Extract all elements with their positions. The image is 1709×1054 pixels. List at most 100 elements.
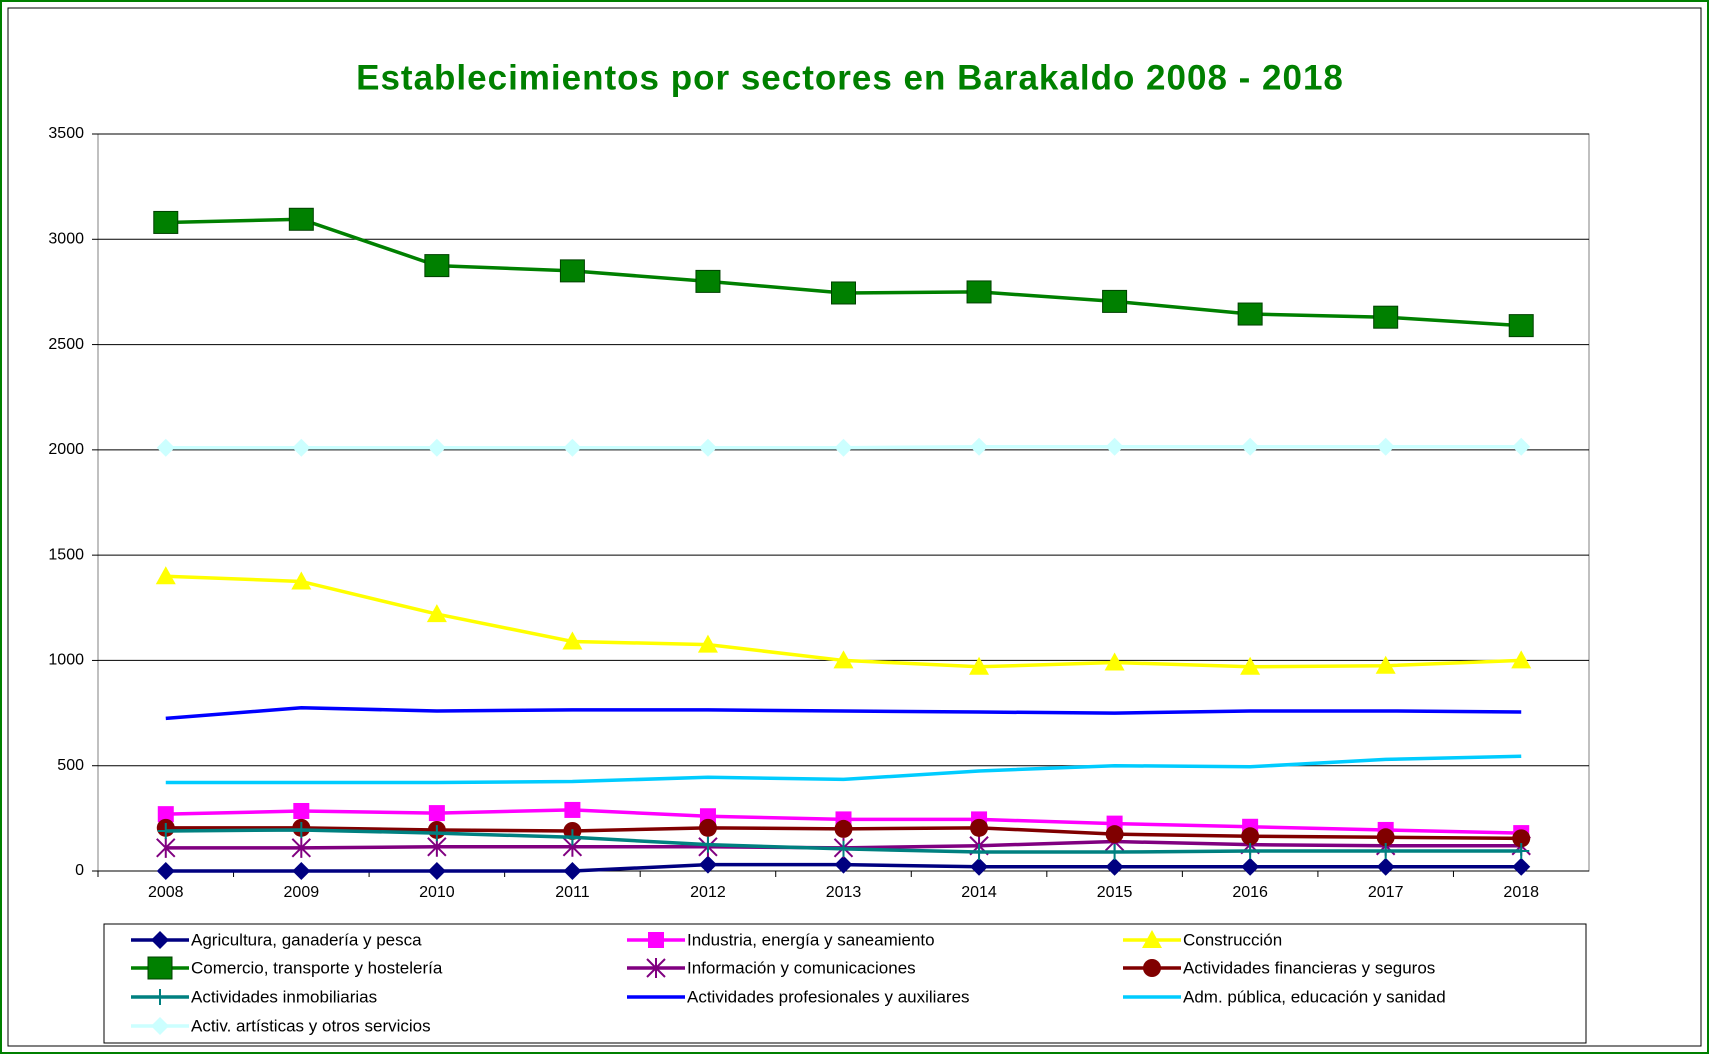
marker (151, 1017, 169, 1035)
marker (835, 840, 852, 857)
marker (1241, 437, 1260, 456)
x-tick-label: 2009 (284, 884, 320, 901)
marker (155, 566, 176, 585)
y-tick-label: 1500 (48, 546, 84, 563)
marker (970, 437, 989, 456)
marker (646, 958, 666, 978)
marker (1512, 829, 1531, 848)
legend-label: Actividades financieras y seguros (1183, 958, 1435, 977)
y-tick-label: 500 (57, 757, 84, 774)
marker (147, 956, 173, 980)
x-tick-label: 2013 (826, 884, 862, 901)
marker (1377, 842, 1394, 859)
marker (1105, 825, 1124, 844)
legend-label: Comercio, transporte y hostelería (191, 958, 443, 977)
marker (1241, 857, 1260, 876)
marker (563, 438, 582, 457)
marker (831, 281, 856, 305)
marker (1143, 959, 1161, 977)
marker (1102, 289, 1128, 313)
marker (1376, 828, 1395, 847)
marker (1237, 302, 1263, 326)
marker (698, 855, 717, 874)
marker (428, 805, 445, 822)
marker (428, 825, 445, 842)
legend-label: Adm. pública, educación y sanidad (1183, 987, 1446, 1006)
x-tick-label: 2011 (555, 884, 590, 901)
marker (834, 438, 853, 457)
series-line (165, 706, 1522, 721)
marker (1373, 305, 1399, 329)
y-tick-label: 0 (75, 862, 84, 879)
marker (156, 438, 175, 457)
marker (293, 821, 310, 838)
marker (966, 280, 992, 304)
marker (293, 802, 310, 819)
legend-label: Industria, energía y saneamiento (687, 930, 935, 949)
marker (424, 254, 450, 278)
legend-label: Información y comunicaciones (687, 958, 916, 977)
marker (1513, 842, 1530, 859)
marker (1105, 857, 1124, 876)
y-tick-label: 2000 (48, 441, 84, 458)
marker (1376, 857, 1395, 876)
marker (695, 269, 721, 293)
marker (834, 855, 853, 874)
y-tick-label: 1000 (48, 652, 84, 669)
marker (291, 571, 312, 590)
marker (833, 650, 854, 669)
marker (1105, 437, 1124, 456)
legend-label: Activ. artísticas y otros servicios (191, 1016, 431, 1035)
marker (151, 931, 169, 949)
y-tick-label: 2500 (48, 336, 84, 353)
marker (1242, 842, 1259, 859)
marker (1106, 844, 1123, 861)
marker (427, 862, 446, 880)
legend-label: Actividades inmobiliarias (191, 987, 377, 1006)
marker (1508, 314, 1534, 338)
marker (1375, 655, 1396, 674)
legend-box (103, 923, 1587, 1044)
x-tick-label: 2018 (1503, 884, 1539, 901)
marker (834, 819, 853, 838)
marker (559, 259, 585, 283)
marker (564, 801, 581, 818)
marker (157, 806, 174, 823)
marker (970, 857, 989, 876)
x-tick-label: 2017 (1368, 884, 1404, 901)
marker (563, 862, 582, 880)
marker (291, 837, 312, 858)
marker (1511, 650, 1532, 669)
marker (1240, 656, 1261, 675)
marker (698, 818, 717, 837)
y-tick-label: 3500 (48, 125, 84, 142)
marker (152, 989, 168, 1005)
x-tick-label: 2014 (961, 884, 997, 901)
x-tick-label: 2015 (1097, 884, 1133, 901)
marker (157, 822, 174, 839)
x-tick-label: 2010 (419, 884, 455, 901)
x-tick-label: 2016 (1232, 884, 1268, 901)
marker (153, 210, 179, 234)
marker (697, 634, 718, 653)
marker (971, 844, 988, 861)
marker (564, 829, 581, 846)
marker (1104, 652, 1125, 671)
marker (292, 862, 311, 880)
chart-title: Establecimientos por sectores en Barakal… (356, 58, 1344, 97)
legend-label: Agricultura, ganadería y pesca (191, 930, 422, 949)
marker (698, 438, 717, 457)
marker (1241, 827, 1260, 846)
marker (292, 438, 311, 457)
marker (156, 862, 175, 880)
x-tick-label: 2012 (690, 884, 726, 901)
series-line (165, 754, 1522, 785)
marker (1512, 857, 1531, 876)
legend-label: Construcción (1183, 930, 1282, 949)
plot-area (97, 133, 1590, 872)
marker (699, 836, 716, 853)
legend-label: Actividades profesionales y auxiliares (687, 987, 970, 1006)
marker (288, 207, 314, 231)
inner-frame (7, 7, 1702, 1047)
